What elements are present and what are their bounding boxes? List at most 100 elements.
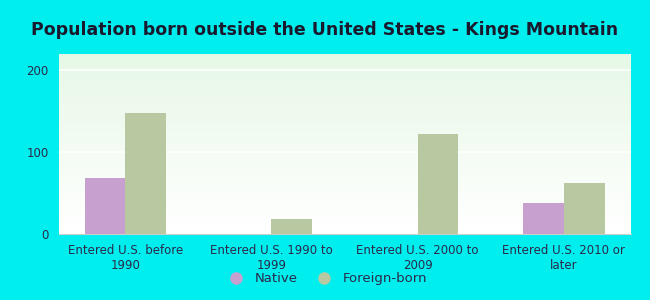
Bar	[58, 187, 630, 189]
Bar	[58, 139, 630, 140]
Bar	[58, 122, 630, 124]
Bar	[58, 167, 630, 169]
Bar	[58, 61, 630, 63]
Bar	[58, 216, 630, 218]
Bar	[58, 218, 630, 220]
Bar	[58, 126, 630, 128]
Bar	[58, 68, 630, 70]
Bar	[58, 142, 630, 144]
Bar	[58, 106, 630, 108]
Bar	[58, 185, 630, 187]
Bar	[58, 209, 630, 211]
Bar	[58, 212, 630, 214]
Bar	[58, 175, 630, 176]
Bar	[58, 180, 630, 182]
Bar	[58, 135, 630, 137]
Bar	[58, 151, 630, 153]
Bar	[58, 103, 630, 104]
Bar	[58, 178, 630, 180]
Bar	[58, 83, 630, 85]
Bar	[58, 220, 630, 221]
Bar	[58, 95, 630, 97]
Bar	[58, 227, 630, 229]
Bar	[125, 113, 166, 234]
Bar	[58, 223, 630, 225]
Bar	[58, 101, 630, 103]
Bar	[417, 134, 458, 234]
Bar	[58, 232, 630, 234]
Bar	[58, 63, 630, 65]
Bar	[58, 198, 630, 200]
Bar	[58, 149, 630, 151]
Bar	[58, 119, 630, 121]
Bar	[58, 155, 630, 157]
Bar	[58, 56, 630, 58]
Bar	[58, 157, 630, 158]
Bar	[58, 117, 630, 119]
Bar	[58, 113, 630, 115]
Bar	[58, 86, 630, 88]
Bar	[58, 207, 630, 209]
Bar	[58, 112, 630, 113]
Bar	[58, 54, 630, 56]
Bar	[58, 182, 630, 184]
Bar	[58, 153, 630, 155]
Bar	[58, 200, 630, 202]
Bar	[58, 79, 630, 81]
Bar	[58, 133, 630, 135]
Bar	[58, 158, 630, 160]
Bar	[58, 230, 630, 232]
Bar	[58, 189, 630, 191]
Bar	[58, 92, 630, 94]
Bar	[58, 146, 630, 148]
Bar	[58, 196, 630, 198]
Bar	[84, 178, 125, 234]
Bar	[58, 205, 630, 207]
Bar	[58, 194, 630, 196]
Bar	[58, 214, 630, 216]
Bar	[58, 76, 630, 77]
Bar	[58, 173, 630, 175]
Bar	[58, 162, 630, 164]
Bar	[58, 104, 630, 106]
Bar	[58, 191, 630, 193]
Bar	[58, 203, 630, 205]
Bar	[58, 110, 630, 112]
Bar	[58, 202, 630, 203]
Bar	[58, 99, 630, 101]
Legend: Native, Foreign-born: Native, Foreign-born	[218, 267, 432, 290]
Bar	[58, 72, 630, 74]
Bar	[58, 124, 630, 126]
Bar	[58, 90, 630, 92]
Bar	[58, 169, 630, 171]
Bar	[272, 219, 313, 234]
Bar	[58, 166, 630, 167]
Bar	[58, 94, 630, 95]
Bar	[58, 88, 630, 90]
Bar	[58, 74, 630, 76]
Bar	[58, 229, 630, 230]
Bar	[58, 221, 630, 223]
Bar	[58, 144, 630, 146]
Bar	[58, 97, 630, 99]
Bar	[58, 148, 630, 149]
Bar	[58, 115, 630, 117]
Bar	[58, 160, 630, 162]
Bar	[58, 184, 630, 185]
Bar	[58, 67, 630, 68]
Bar	[58, 121, 630, 122]
Bar	[58, 211, 630, 212]
Bar	[58, 70, 630, 72]
Bar	[58, 164, 630, 166]
Bar	[58, 128, 630, 130]
Bar	[58, 225, 630, 227]
Bar	[58, 77, 630, 79]
Bar	[58, 176, 630, 178]
Bar	[58, 108, 630, 110]
Bar	[564, 183, 604, 234]
Bar	[58, 65, 630, 67]
Bar	[58, 171, 630, 173]
Bar	[58, 130, 630, 131]
Bar	[58, 193, 630, 194]
Bar	[58, 85, 630, 86]
